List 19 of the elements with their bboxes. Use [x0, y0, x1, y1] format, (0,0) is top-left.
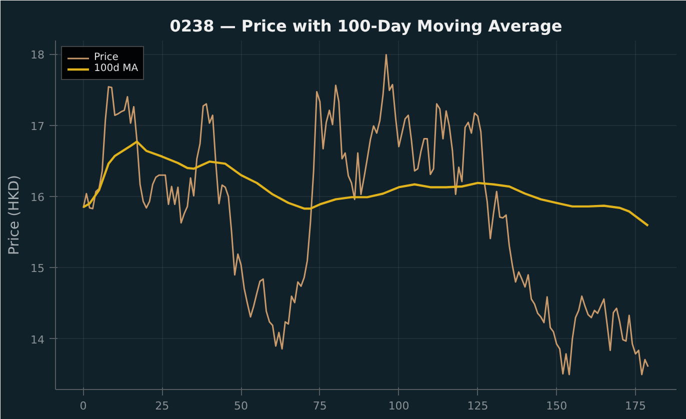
- x-tick-label: 75: [312, 400, 327, 412]
- legend-label: Price: [94, 52, 118, 63]
- y-tick-label: 15: [30, 262, 45, 276]
- x-tick-label: 25: [155, 400, 170, 412]
- line-series: [82, 140, 650, 227]
- y-axis-title: Price (HKD): [6, 174, 23, 256]
- x-tick-label: 125: [467, 400, 488, 412]
- y-tick-label: 16: [30, 190, 45, 204]
- x-tick-label: 100: [388, 400, 410, 412]
- chart-title: 0238 — Price with 100-Day Moving Average: [170, 16, 562, 36]
- x-tick-label: 0: [80, 400, 87, 412]
- x-tick-label: 50: [234, 400, 248, 412]
- line-series: [82, 54, 649, 376]
- x-tick-label: 175: [624, 400, 646, 412]
- y-tick-label: 18: [30, 48, 45, 62]
- y-tick-label: 17: [30, 120, 45, 133]
- legend-label: 100d MA: [94, 63, 138, 74]
- y-tick-label: 14: [30, 333, 45, 346]
- x-tick-label: 150: [546, 400, 568, 412]
